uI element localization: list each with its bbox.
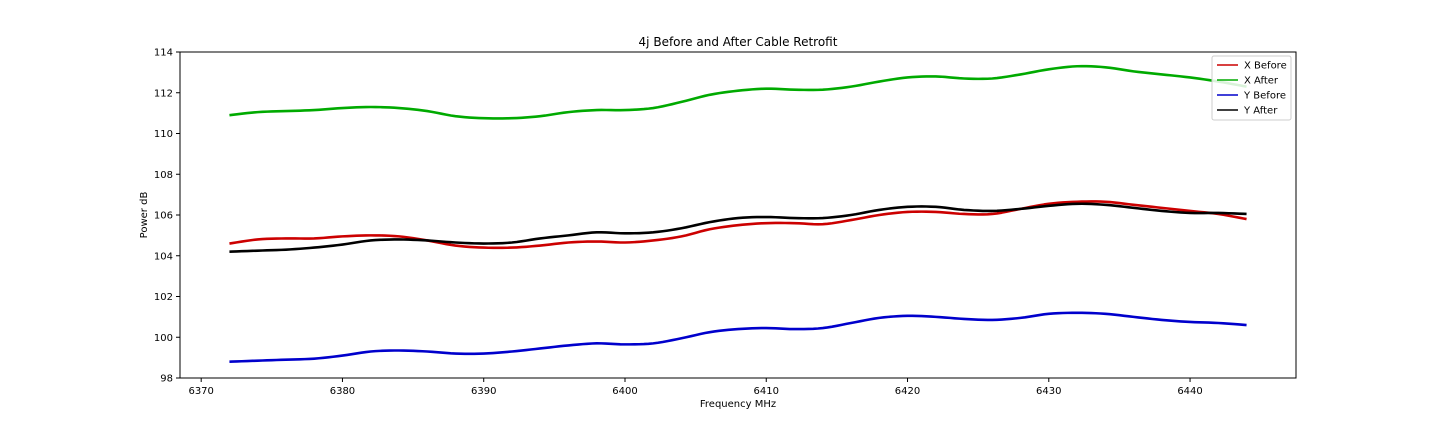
y-tick-label: 98 [160,374,173,385]
legend-entry: Y After [1243,106,1278,117]
y-tick-label: 112 [154,88,173,99]
x-tick-label: 6410 [754,386,779,397]
y-tick-label: 114 [154,48,173,59]
x-axis: 6370 6380 6390 6400 6410 6420 6430 6440 [188,378,1202,397]
x-tick-label: 6430 [1036,386,1061,397]
x-tick-label: 6370 [188,386,213,397]
y-tick-label: 106 [154,211,173,222]
x-tick-label: 6390 [471,386,496,397]
y-axis: 98 100 102 104 106 108 110 112 114 [154,48,180,385]
chart-title: 4j Before and After Cable Retrofit [639,35,838,49]
x-axis-label: Frequency MHz [700,399,776,410]
legend-entry: Y Before [1243,91,1286,102]
x-tick-label: 6400 [612,386,637,397]
legend-entry: X Before [1244,61,1287,72]
legend-entry: X After [1244,76,1279,87]
y-tick-label: 110 [154,129,173,140]
y-axis-label: Power dB [139,192,150,239]
legend: X Before X After Y Before Y After [1212,56,1291,120]
y-tick-label: 102 [154,292,173,303]
x-tick-label: 6380 [330,386,355,397]
y-tick-label: 100 [154,333,173,344]
x-tick-label: 6420 [895,386,920,397]
x-tick-label: 6440 [1177,386,1202,397]
y-tick-label: 108 [154,170,173,181]
y-tick-label: 104 [154,251,173,262]
